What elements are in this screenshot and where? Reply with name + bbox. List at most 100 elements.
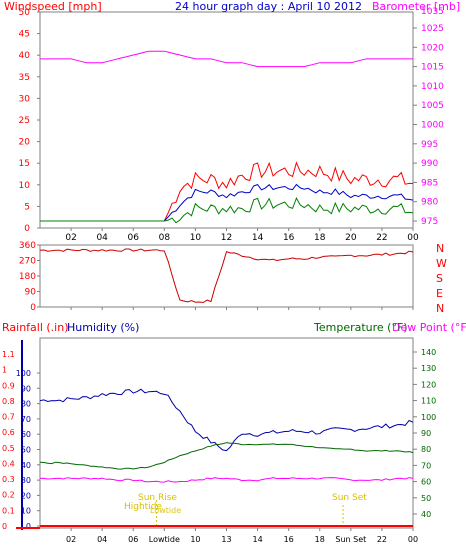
wind-tick-label: 45 bbox=[19, 30, 30, 40]
wind-tick-label: 5 bbox=[24, 202, 30, 212]
rain-tick-label: 1.1 bbox=[2, 350, 15, 359]
hour-tick-label: 22 bbox=[376, 233, 387, 243]
panel2-frame bbox=[39, 244, 414, 308]
wind-tick-label: 10 bbox=[19, 181, 31, 191]
barometer-tick-label: 1000 bbox=[421, 121, 444, 131]
wind-tick-label: 50 bbox=[19, 8, 31, 18]
hour-tick-label-bottom: 13 bbox=[221, 535, 231, 544]
axes-layer: 0510152025303540455097598098599099510001… bbox=[2, 8, 447, 544]
dewpoint-series bbox=[39, 477, 414, 483]
sunset-label: Sun Set bbox=[332, 493, 367, 503]
rain-tick-label: 0.2 bbox=[2, 491, 15, 500]
barometer-label: Barometer [mb] bbox=[372, 0, 460, 13]
windspeed-label: Windspeed [mph] bbox=[4, 0, 102, 13]
hour-tick-label: 14 bbox=[252, 233, 264, 243]
humidity-tick-label: 90 bbox=[21, 384, 31, 393]
hour-tick-label: 20 bbox=[345, 233, 357, 243]
hightide-label: Hightide bbox=[124, 502, 162, 512]
compass-label: E bbox=[436, 287, 443, 300]
hour-tick-label-bottom: Sun Set bbox=[335, 535, 366, 544]
wind-tick-label: 20 bbox=[19, 138, 31, 148]
humidity-tick-label: 10 bbox=[21, 507, 31, 516]
hour-tick-label: 04 bbox=[96, 233, 108, 243]
direction-tick-label: 270 bbox=[19, 257, 36, 267]
barometer-tick-label: 1005 bbox=[421, 101, 444, 111]
barometer-tick-label: 995 bbox=[421, 140, 438, 150]
wind-low-series bbox=[40, 197, 414, 224]
barometer-series bbox=[40, 50, 413, 68]
compass-label: W bbox=[436, 257, 447, 270]
temperature-tick-label: 70 bbox=[421, 461, 431, 470]
sunrise-label: Sun Rise bbox=[138, 493, 177, 503]
barometer-tick-label: 990 bbox=[421, 159, 438, 169]
barometer-tick-label: 980 bbox=[421, 198, 438, 208]
temperature-tick-label: 120 bbox=[421, 380, 436, 389]
temperature-tick-label: 90 bbox=[421, 429, 431, 438]
humidity-tick-label: 0 bbox=[26, 522, 31, 531]
humidity-tick-label: 60 bbox=[21, 430, 31, 439]
temperature-tick-label: 80 bbox=[421, 445, 431, 454]
humidity-tick-label: 70 bbox=[21, 415, 31, 424]
compass-label: N bbox=[436, 302, 444, 315]
humidity-tick-label: 80 bbox=[21, 400, 31, 409]
wind-tick-label: 30 bbox=[19, 94, 31, 104]
series-layer bbox=[39, 50, 414, 527]
chart-title: 24 hour graph day : April 10 2012 bbox=[175, 0, 362, 13]
hour-tick-label-bottom: 22 bbox=[377, 535, 387, 544]
dewpoint-label: Dew Point (°F) bbox=[392, 321, 466, 334]
hour-tick-label-bottom: 00 bbox=[408, 535, 418, 544]
humidity-tick-label: 100 bbox=[16, 369, 31, 378]
barometer-tick-label: 985 bbox=[421, 178, 438, 188]
humidity-tick-label: 40 bbox=[21, 461, 31, 470]
humidity-tick-label: 20 bbox=[21, 491, 31, 500]
hour-tick-label-bottom: 16 bbox=[284, 535, 294, 544]
wind-avg-series bbox=[40, 183, 414, 222]
hour-tick-label-bottom: Lowtide bbox=[149, 535, 180, 544]
barometer-tick-label: 1025 bbox=[421, 24, 444, 34]
wind-direction-series bbox=[39, 248, 414, 304]
rain-tick-label: 0.5 bbox=[2, 444, 15, 453]
rain-tick-label: 0.4 bbox=[2, 459, 15, 468]
wind-tick-label: 15 bbox=[19, 159, 30, 169]
hour-tick-label-bottom: 06 bbox=[128, 535, 138, 544]
rain-tick-label: 0.8 bbox=[2, 397, 15, 406]
lowtide-mark-label: Lowtide bbox=[150, 506, 181, 515]
hour-tick-label-bottom: 02 bbox=[66, 535, 76, 544]
humidity-label: Humidity (%) bbox=[67, 321, 139, 334]
hour-tick-label-bottom: 10 bbox=[190, 535, 200, 544]
hour-tick-label-bottom: 04 bbox=[97, 535, 107, 544]
rain-tick-label: 0 bbox=[2, 522, 7, 531]
hour-tick-label: 18 bbox=[314, 233, 326, 243]
temperature-tick-label: 50 bbox=[421, 494, 431, 503]
temperature-tick-label: 130 bbox=[421, 364, 436, 373]
barometer-tick-label: 1020 bbox=[421, 43, 444, 53]
wind-direction-panel bbox=[39, 244, 414, 308]
direction-tick-label: 90 bbox=[25, 288, 37, 298]
barometer-tick-label: 1015 bbox=[421, 63, 444, 73]
hour-tick-label: 02 bbox=[65, 233, 76, 243]
temperature-series bbox=[39, 442, 414, 470]
hour-tick-label: 06 bbox=[128, 233, 140, 243]
compass-label: S bbox=[436, 272, 443, 285]
hour-tick-label-bottom: 14 bbox=[252, 535, 262, 544]
temp-humidity-panel: Rainfall (.in) Humidity (%) Temperature … bbox=[2, 321, 466, 529]
rain-tick-label: 0.7 bbox=[2, 413, 15, 422]
wind-tick-label: 40 bbox=[19, 51, 31, 61]
direction-tick-label: 0 bbox=[30, 303, 36, 313]
temperature-tick-label: 60 bbox=[421, 478, 431, 487]
wind-tick-label: 35 bbox=[19, 73, 30, 83]
compass-label: N bbox=[436, 242, 444, 255]
rain-tick-label: 1 bbox=[2, 366, 7, 375]
rain-tick-label: 0.6 bbox=[2, 428, 15, 437]
wind-tick-label: 25 bbox=[19, 116, 30, 126]
barometer-tick-label: 1010 bbox=[421, 82, 444, 92]
temperature-label: Temperature (°F) bbox=[313, 321, 408, 334]
direction-tick-label: 360 bbox=[19, 241, 36, 251]
humidity-tick-label: 30 bbox=[21, 476, 31, 485]
temperature-tick-label: 40 bbox=[421, 510, 431, 519]
direction-tick-label: 180 bbox=[19, 272, 36, 282]
barometer-top-tick: 1035 bbox=[421, 7, 444, 17]
wind-tick-label: 0 bbox=[24, 224, 30, 234]
